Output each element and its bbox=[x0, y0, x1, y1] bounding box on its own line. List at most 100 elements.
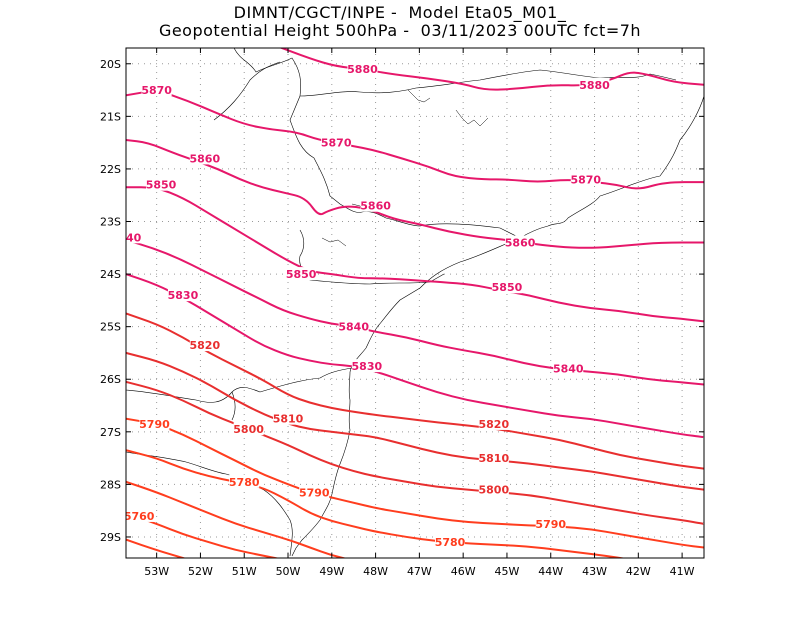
contour-label-bg bbox=[141, 83, 172, 97]
contour-label-bg bbox=[351, 359, 382, 373]
contour-5760 bbox=[126, 512, 280, 558]
contour-label-5880: 5880 bbox=[579, 79, 610, 92]
contour-label-bg bbox=[167, 288, 198, 302]
x-tick-label: 43W bbox=[582, 565, 607, 578]
contour-label-5830: 5830 bbox=[168, 289, 199, 302]
plot-frame bbox=[125, 47, 705, 559]
contour-label-5820: 5820 bbox=[479, 418, 510, 431]
state-border-4 bbox=[299, 69, 677, 97]
reservoir-3 bbox=[321, 237, 347, 247]
contour-5840 bbox=[126, 238, 704, 386]
contour-label-5790: 5790 bbox=[139, 418, 170, 431]
x-tick-label: 52W bbox=[188, 565, 213, 578]
contour-label-5840: 5840 bbox=[338, 321, 369, 334]
reservoir-2 bbox=[455, 109, 489, 127]
contour-label-5760: 5760 bbox=[124, 510, 155, 523]
x-tick-label: 53W bbox=[144, 565, 169, 578]
contour-label-bg bbox=[321, 135, 352, 149]
contour-label-5850: 5850 bbox=[286, 268, 317, 281]
y-tick-label: 22S bbox=[100, 163, 121, 176]
y-tick-label: 20S bbox=[100, 58, 121, 71]
contour-label-bg bbox=[491, 280, 522, 294]
contour-label-5860: 5860 bbox=[360, 200, 391, 213]
state-border-5 bbox=[299, 229, 445, 285]
contour-5800 bbox=[126, 380, 704, 525]
contour-label-bg bbox=[126, 508, 155, 522]
y-tick-label: 27S bbox=[100, 426, 121, 439]
chart-title: DIMNT/CGCT/INPE - Model Eta05_M01_ Geopo… bbox=[0, 4, 800, 40]
contour-label-bg bbox=[286, 267, 317, 281]
contour-label-5790: 5790 bbox=[299, 486, 330, 499]
y-tick-label: 21S bbox=[100, 110, 121, 123]
contour-label-5850: 5850 bbox=[146, 179, 177, 192]
chart-title-line-1: DIMNT/CGCT/INPE - Model Eta05_M01_ bbox=[233, 3, 567, 22]
contour-label-5840: 5840 bbox=[111, 231, 142, 244]
contour-5750 bbox=[126, 538, 187, 558]
contour-label-5780: 5780 bbox=[229, 476, 260, 489]
contour-5820 bbox=[126, 312, 704, 470]
contour-label-bg bbox=[139, 416, 170, 430]
contour-lines bbox=[126, 48, 704, 558]
contour-label-bg bbox=[579, 77, 610, 91]
state-border-3 bbox=[213, 61, 281, 121]
contour-label-5850: 5850 bbox=[492, 281, 523, 294]
contour-label-5810: 5810 bbox=[273, 413, 304, 426]
contour-label-bg bbox=[273, 411, 304, 425]
x-tick-label: 44W bbox=[538, 565, 563, 578]
reservoir-1 bbox=[407, 89, 431, 103]
x-tick-label: 41W bbox=[670, 565, 695, 578]
y-tick-label: 25S bbox=[100, 321, 121, 334]
contour-5870 bbox=[126, 90, 704, 190]
contour-label-5870: 5870 bbox=[321, 137, 352, 150]
x-tick-label: 47W bbox=[407, 565, 432, 578]
contour-label-bg bbox=[478, 451, 509, 465]
contour-label-bg bbox=[229, 474, 260, 488]
state-border-2 bbox=[125, 451, 293, 557]
contour-5810 bbox=[126, 351, 704, 491]
contour-label-bg bbox=[338, 319, 369, 333]
contour-label-bg bbox=[126, 230, 141, 244]
contour-label-bg bbox=[535, 516, 566, 530]
contour-5830 bbox=[126, 273, 704, 439]
gridlines bbox=[126, 48, 704, 558]
contour-label-5790: 5790 bbox=[535, 518, 566, 531]
x-tick-label: 46W bbox=[451, 565, 476, 578]
contour-label-5880: 5880 bbox=[347, 63, 378, 76]
chart-title-line-2: Geopotential Height 500hPa - 03/11/2023 … bbox=[158, 21, 642, 40]
contour-label-bg bbox=[505, 235, 536, 249]
contour-labels: 5880 5880 5870 5870 5870 5860 5860 5860 5850 5850… bbox=[111, 62, 610, 549]
x-tick-label: 48W bbox=[363, 565, 388, 578]
contour-label-bg bbox=[570, 172, 601, 186]
contour-label-bg bbox=[299, 485, 330, 499]
y-tick-label: 24S bbox=[100, 268, 121, 281]
x-tick-label: 51W bbox=[232, 565, 257, 578]
contour-label-bg bbox=[478, 482, 509, 496]
coastline bbox=[233, 47, 705, 239]
contour-label-bg bbox=[478, 416, 509, 430]
contour-label-5870: 5870 bbox=[141, 84, 172, 97]
contour-label-bg bbox=[360, 198, 391, 212]
contour-label-5810: 5810 bbox=[479, 452, 510, 465]
x-tick-label: 42W bbox=[626, 565, 651, 578]
y-tick-label: 28S bbox=[100, 478, 121, 491]
contour-label-5800: 5800 bbox=[233, 423, 264, 436]
contour-label-5820: 5820 bbox=[190, 339, 221, 352]
coastline-borders bbox=[125, 47, 705, 557]
contour-label-bg bbox=[189, 338, 220, 352]
x-axis: 53W 52W 51W 50W 49W 48W 47W 46W 45W 44W 43W 42W 41W bbox=[144, 48, 695, 578]
contour-label-5830: 5830 bbox=[352, 360, 383, 373]
coast-south bbox=[291, 237, 521, 557]
y-tick-label: 29S bbox=[100, 531, 121, 544]
contour-label-bg bbox=[146, 177, 177, 191]
contour-label-bg bbox=[435, 535, 466, 549]
x-tick-label: 50W bbox=[276, 565, 301, 578]
contour-label-5860: 5860 bbox=[505, 237, 536, 250]
contour-label-5780: 5780 bbox=[435, 536, 466, 549]
contour-5880 bbox=[279, 48, 704, 91]
contour-label-5800: 5800 bbox=[479, 484, 510, 497]
contour-label-5870: 5870 bbox=[570, 173, 601, 186]
contour-5790 bbox=[126, 417, 704, 549]
contour-5780 bbox=[126, 449, 627, 558]
contour-label-bg bbox=[347, 62, 378, 76]
